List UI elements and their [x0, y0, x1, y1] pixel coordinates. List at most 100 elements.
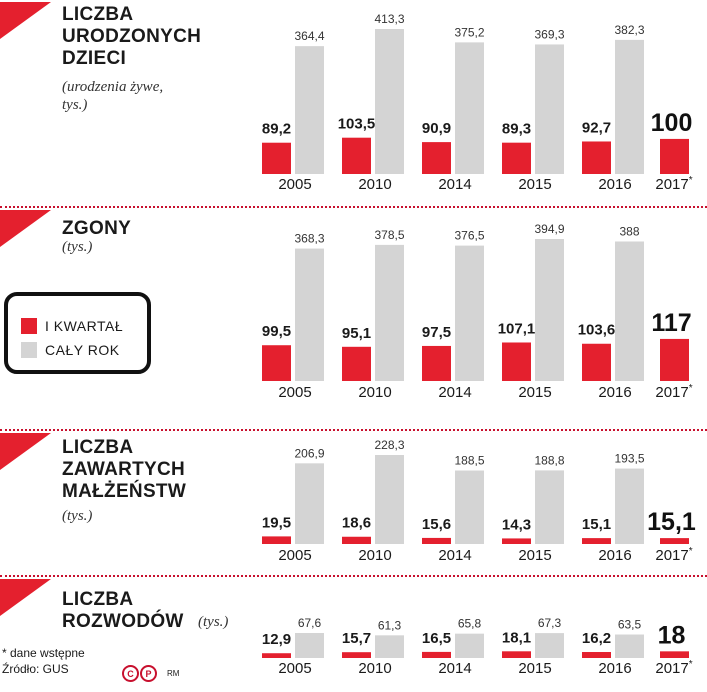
bar-year-label: 67,3 — [538, 616, 562, 630]
bar-q1 — [660, 651, 689, 658]
p-logo-icon: P — [140, 665, 157, 682]
x-tick-label: 2005 — [278, 660, 311, 677]
legend-item-year: CAŁY ROK — [21, 340, 120, 360]
bar-year — [375, 635, 404, 658]
bar-year — [295, 248, 324, 381]
bar-q1 — [262, 536, 291, 544]
bar-year-label: 63,5 — [618, 618, 642, 632]
red-corner-icon — [0, 2, 51, 39]
bar-year-label: 193,5 — [614, 452, 644, 466]
bar-q1-label: 107,1 — [498, 320, 536, 337]
x-tick-label: 2016 — [598, 176, 631, 193]
bar-q1-label: 16,5 — [422, 630, 451, 647]
bar-q1-label: 103,6 — [578, 322, 616, 339]
births-title: LICZBA URODZONYCH DZIECI — [62, 4, 201, 70]
bar-year-label: 67,6 — [298, 616, 322, 630]
bar-year-label: 188,5 — [454, 454, 484, 468]
footnote-marker: * — [689, 175, 693, 186]
births-title-line: LICZBA — [62, 4, 134, 25]
bar-year — [535, 633, 564, 658]
bar-q1 — [502, 342, 531, 381]
bar-q1-label: 95,1 — [342, 325, 371, 342]
bar-q1-label: 12,9 — [262, 631, 291, 648]
bar-year — [375, 29, 404, 174]
section-divider — [0, 206, 707, 208]
bar-year-label: 413,3 — [374, 12, 404, 26]
bar-year — [615, 468, 644, 544]
bar-year-label: 369,3 — [534, 27, 564, 41]
bar-q1-label-highlight: 15,1 — [647, 508, 696, 536]
bar-q1 — [502, 651, 531, 658]
bar-year — [615, 241, 644, 381]
bar-q1-label: 103,5 — [338, 116, 376, 133]
author-initials: RM — [167, 669, 180, 678]
deaths-subtitle-line: (tys.) — [62, 239, 93, 255]
bar-year — [455, 470, 484, 544]
x-tick-label: 2016 — [598, 660, 631, 677]
marriages-title-line: LICZBA — [62, 437, 134, 458]
red-corner-icon — [0, 579, 51, 616]
bar-year — [455, 633, 484, 658]
x-tick-label: 2014 — [438, 660, 471, 677]
bar-year-label: 375,2 — [454, 25, 484, 39]
births-title-line: DZIECI — [62, 48, 127, 69]
marriages-subtitle-line: (tys.) — [62, 508, 93, 524]
bar-year-label: 228,3 — [374, 438, 404, 452]
x-tick-label: 2010 — [358, 176, 391, 193]
c-logo-icon: C — [122, 665, 139, 682]
x-tick-label: 2015 — [518, 547, 551, 564]
footnote-marker: * — [689, 659, 693, 670]
marriages-title-line: MAŁŻEŃSTW — [62, 481, 187, 502]
legend-label-year: CAŁY ROK — [45, 342, 120, 358]
x-tick-label: 2014 — [438, 547, 471, 564]
bar-q1 — [660, 538, 689, 544]
divorces-title: LICZBA ROZWODÓW — [62, 589, 184, 633]
bar-q1-label: 15,1 — [582, 516, 611, 533]
marriages-title-line: ZAWARTYCH — [62, 459, 186, 480]
x-tick-label: 2005 — [278, 547, 311, 564]
bar-q1 — [342, 536, 371, 544]
divorces-title-line: LICZBA — [62, 589, 134, 610]
bar-q1 — [422, 142, 451, 174]
x-tick-label: 2010 — [358, 547, 391, 564]
bar-q1 — [422, 537, 451, 544]
bar-q1-label: 18,6 — [342, 515, 371, 532]
bar-q1 — [582, 343, 611, 381]
red-corner-icon — [0, 433, 51, 470]
deaths-title: ZGONY — [62, 218, 131, 240]
marriages-title: LICZBA ZAWARTYCH MAŁŻEŃSTW — [62, 437, 186, 503]
bar-q1 — [422, 345, 451, 381]
x-tick-label: 2017* — [655, 175, 692, 193]
bar-year-label: 65,8 — [458, 617, 482, 631]
bar-q1-label: 90,9 — [422, 120, 451, 137]
bar-year — [455, 245, 484, 381]
births-title-line: URODZONYCH — [62, 26, 202, 47]
bar-q1-label: 99,5 — [262, 323, 291, 340]
footnote-marker: * — [689, 546, 693, 557]
bar-q1 — [502, 538, 531, 544]
section-divider — [0, 575, 707, 577]
x-tick-label: 2005 — [278, 176, 311, 193]
red-corner-icon — [0, 210, 51, 247]
deaths-subtitle: (tys.) — [62, 238, 92, 256]
x-tick-label: 2015 — [518, 384, 551, 401]
legend-item-q1: I KWARTAŁ — [21, 316, 123, 336]
divorces-subtitle: (tys.) — [198, 613, 228, 631]
bar-q1 — [262, 653, 291, 658]
bar-q1-label: 15,7 — [342, 630, 371, 647]
deaths-title-line: ZGONY — [62, 218, 132, 239]
x-tick-label: 2014 — [438, 384, 471, 401]
bar-year — [375, 455, 404, 544]
bar-year — [535, 239, 564, 381]
births-subtitle: (urodzenia żywe, tys.) — [62, 78, 163, 114]
legend: I KWARTAŁ CAŁY ROK — [4, 292, 151, 374]
legend-label-q1: I KWARTAŁ — [45, 318, 124, 334]
bar-year-label: 388 — [619, 224, 639, 238]
bar-q1 — [342, 137, 371, 174]
x-tick-label: 2017* — [655, 546, 692, 564]
source-note: Źródło: GUS — [2, 662, 69, 676]
bar-q1-label: 92,7 — [582, 119, 611, 136]
x-tick-label: 2016 — [598, 547, 631, 564]
x-tick-label: 2010 — [358, 660, 391, 677]
